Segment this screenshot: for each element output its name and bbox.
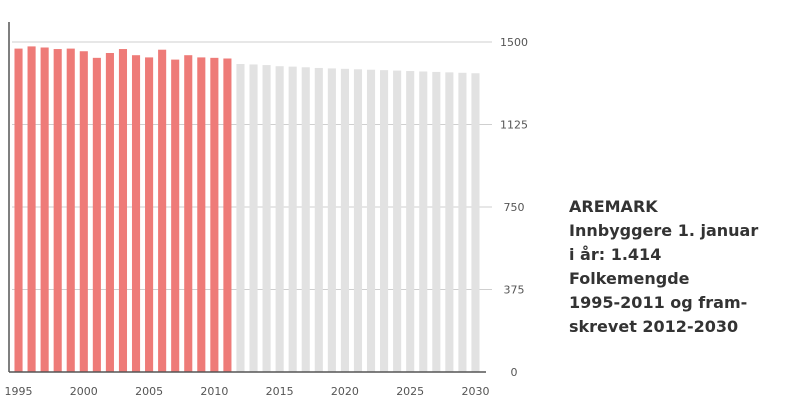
bar-actual [14, 48, 23, 372]
caption-line-2: i år: 1.414 [569, 245, 662, 264]
bar-actual [92, 57, 101, 373]
bar-projected [380, 70, 389, 372]
bar-actual [27, 46, 36, 373]
bar-actual [66, 48, 75, 372]
y-tick-label: 0 [511, 366, 518, 379]
bar-projected [262, 65, 271, 372]
x-tick-label: 2005 [135, 385, 163, 398]
caption-line-3: Folkemengde [569, 269, 690, 288]
caption-line-5: skrevet 2012-2030 [569, 317, 739, 336]
bar-projected [236, 64, 245, 372]
bar-projected [288, 66, 297, 372]
y-tick-label: 1125 [500, 119, 528, 132]
bar-projected [340, 68, 349, 372]
y-tick-label: 1500 [500, 36, 528, 49]
x-tick-label: 1995 [5, 385, 33, 398]
y-tick-labels: 0 375 750 1125 1500 [500, 36, 528, 379]
bar-projected [366, 69, 376, 372]
bar-projected [393, 70, 402, 372]
bar-actual [158, 49, 167, 372]
bar-actual [118, 49, 128, 372]
bar-projected [353, 69, 363, 372]
bar-projected [458, 72, 467, 373]
bar-actual [210, 57, 219, 373]
bar-projected [406, 71, 415, 372]
bar-actual [197, 57, 206, 373]
bar-actual [184, 55, 193, 372]
x-tick-label: 2015 [266, 385, 294, 398]
bar-actual [105, 53, 114, 372]
x-tick-label: 2025 [396, 385, 424, 398]
y-tick-label: 375 [504, 284, 525, 297]
bar-actual [131, 55, 141, 372]
x-tick-labels: 1995 2000 2005 2010 2015 2020 2025 2030 [5, 385, 490, 398]
bar-projected [432, 71, 441, 373]
bar-actual [53, 49, 62, 372]
x-tick-label: 2010 [200, 385, 228, 398]
caption-line-4: 1995-2011 og fram- [569, 293, 748, 312]
bar-projected [471, 73, 480, 373]
y-tick-label: 750 [504, 201, 525, 214]
caption-title: AREMARK [569, 197, 658, 216]
x-tick-label: 2030 [461, 385, 489, 398]
bar-projected [327, 68, 336, 373]
bar-actual [79, 51, 88, 373]
bar-actual [171, 59, 180, 372]
caption: AREMARK Innbyggere 1. januar i år: 1.414… [569, 195, 792, 339]
bar-actual [223, 58, 232, 372]
bars [14, 46, 480, 373]
population-chart: 0 375 750 1125 1500 1995 2000 2005 2010 2015 2020… [5, 22, 528, 398]
x-tick-label: 2020 [331, 385, 359, 398]
bar-projected [249, 64, 258, 372]
bar-projected [445, 72, 454, 373]
bar-projected [314, 67, 323, 373]
bar-actual [145, 57, 154, 373]
bar-projected [301, 67, 310, 373]
caption-line-1: Innbyggere 1. januar [569, 221, 759, 240]
x-tick-label: 2000 [70, 385, 98, 398]
bar-actual [40, 47, 49, 372]
bar-projected [275, 66, 284, 372]
bar-projected [419, 71, 428, 372]
